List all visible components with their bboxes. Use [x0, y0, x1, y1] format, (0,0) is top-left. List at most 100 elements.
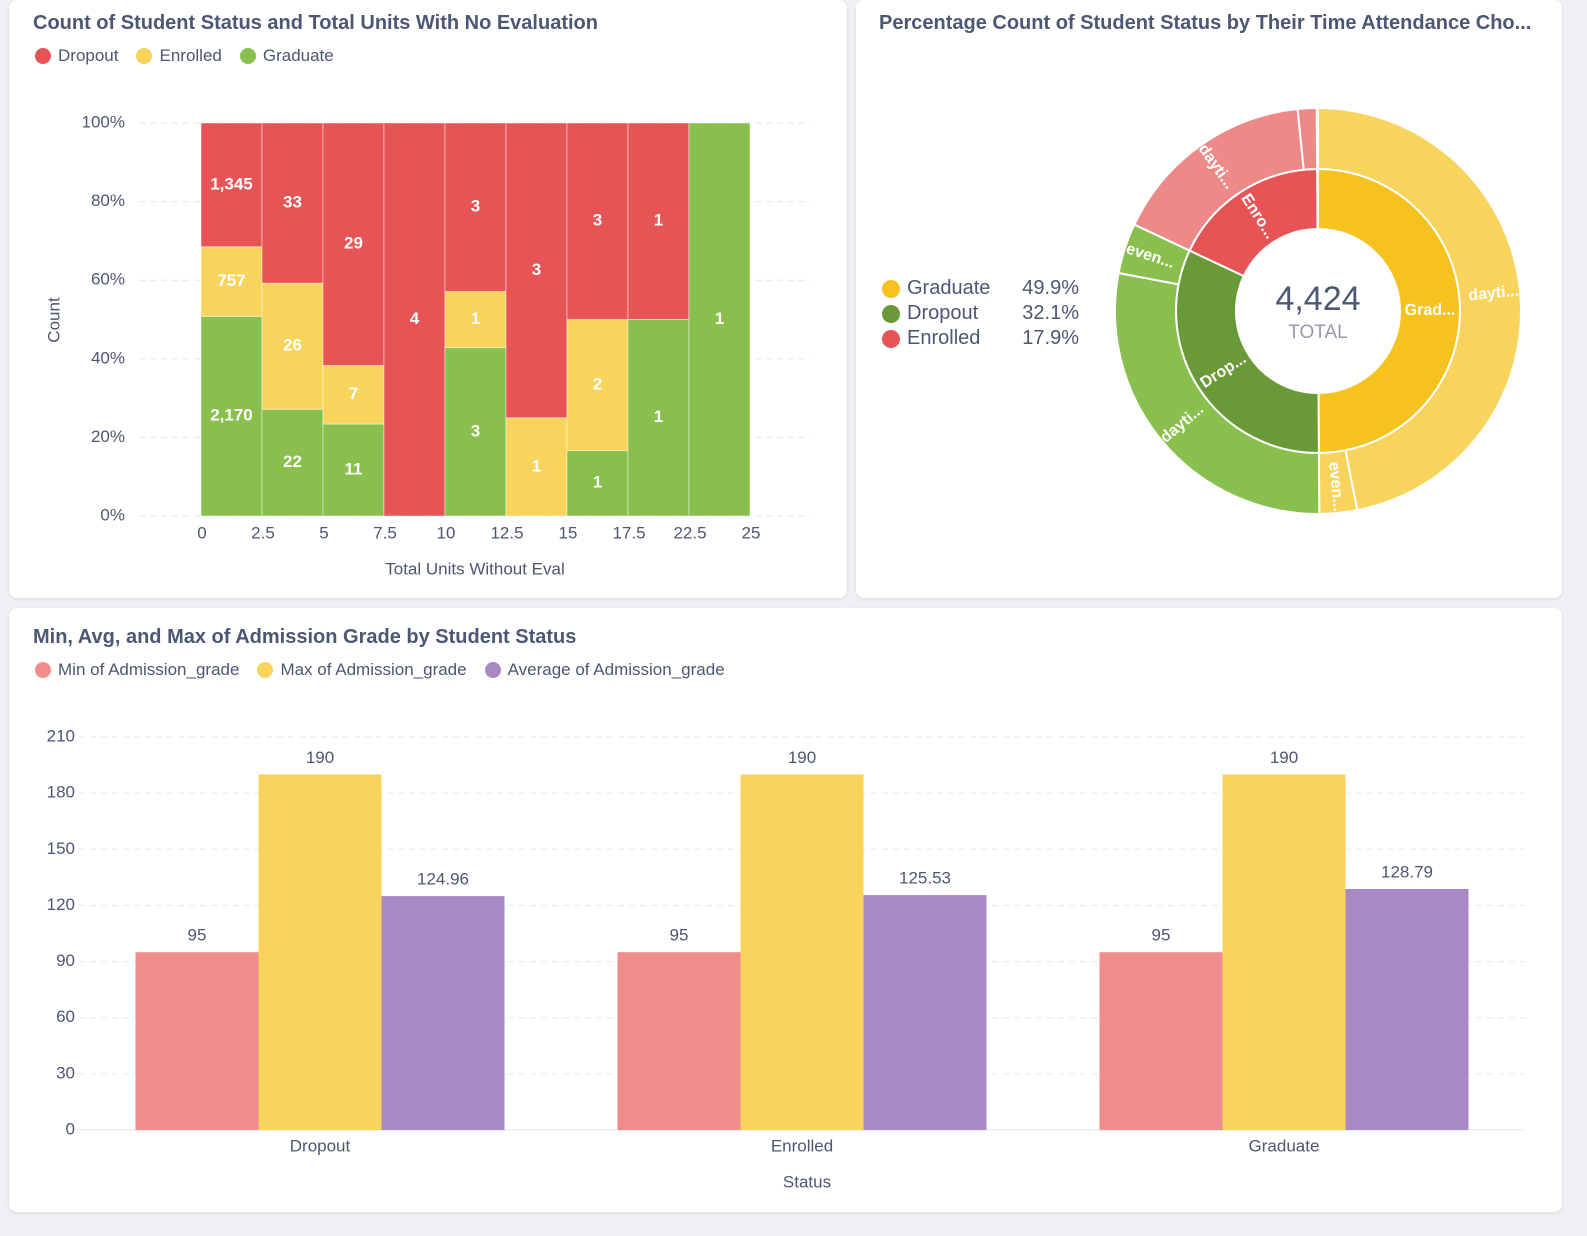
stacked-bar-segment-enrolled[interactable] — [505, 417, 568, 517]
y-tick-label: 20% — [91, 427, 125, 446]
stacked-bar-segment-graduate[interactable] — [627, 319, 690, 517]
grade-bar-value-label: 190 — [306, 748, 334, 767]
pie-legend-row-enrolled[interactable]: Enrolled 17.9% — [882, 326, 1079, 351]
stacked-bar-segment-graduate[interactable] — [688, 122, 751, 517]
grade-bar-min[interactable] — [135, 952, 259, 1130]
grade-bar-max[interactable] — [740, 774, 864, 1130]
legend-label-graduate: Graduate — [262, 46, 334, 65]
sunburst-outer-label: even... — [1325, 461, 1347, 512]
grade-bar-average[interactable] — [863, 895, 987, 1130]
stacked-bar-value-label: 2 — [593, 374, 602, 393]
legend-item-max[interactable]: Max of Admission_grade — [257, 660, 467, 680]
grade-bar-value-label: 125.53 — [899, 869, 951, 888]
x-tick-label: 0 — [197, 523, 206, 542]
sunburst-outer-slice-enrolled[interactable] — [1296, 106, 1319, 171]
grade-bar-value-label: 95 — [670, 926, 689, 945]
stacked-bar-value-label: 1 — [471, 309, 480, 328]
stacked-bar-value-label: 2,170 — [210, 406, 253, 425]
legend-item-dropout[interactable]: Dropout — [35, 46, 118, 66]
y-tick-label: 150 — [47, 839, 75, 858]
stacked-chart-card: Count of Student Status and Total Units … — [9, 0, 847, 598]
sunburst-chart-card: Percentage Count of Student Status by Th… — [856, 0, 1562, 598]
stacked-bar-segment-dropout[interactable] — [566, 122, 629, 320]
legend-label-average: Average of Admission_grade — [507, 660, 725, 679]
y-axis-title: Count — [44, 297, 63, 343]
grade-bar-max[interactable] — [258, 774, 382, 1130]
pie-legend-row-dropout[interactable]: Dropout 32.1% — [882, 301, 1079, 326]
stacked-bar-segment-enrolled[interactable] — [444, 290, 507, 349]
stacked-bar-value-label: 3 — [471, 421, 480, 440]
legend-label-min: Min of Admission_grade — [58, 660, 240, 679]
stacked-bar-value-label: 3 — [532, 260, 541, 279]
grade-bar-value-label: 95 — [188, 926, 207, 945]
sunburst-legend: Graduate 49.9% Dropout 32.1% Enrolled 17… — [882, 276, 1079, 351]
stacked-bar-segment-enrolled[interactable] — [200, 246, 263, 317]
stacked-bar-segment-graduate[interactable] — [322, 423, 385, 517]
stacked-bar-value-label: 3 — [593, 211, 602, 230]
stacked-bar-segment-dropout[interactable] — [261, 122, 324, 284]
stacked-bar-segment-dropout[interactable] — [200, 122, 263, 248]
x-tick-label: 25 — [742, 523, 761, 542]
stacked-bar-segment-enrolled[interactable] — [566, 319, 629, 451]
stacked-bar-segment-dropout[interactable] — [444, 122, 507, 292]
pie-legend-name-enrolled: Enrolled — [907, 327, 981, 349]
legend-dot-graduate — [239, 48, 256, 64]
stacked-bar-value-label: 1 — [532, 456, 541, 475]
stacked-bar-value-label: 33 — [283, 193, 302, 212]
legend-item-min[interactable]: Min of Admission_grade — [35, 660, 239, 680]
x-tick-label: 7.5 — [373, 523, 397, 542]
grade-bar-value-label: 190 — [788, 748, 816, 767]
y-tick-label: 0 — [66, 1119, 75, 1138]
x-tick-label: Dropout — [290, 1136, 351, 1155]
sunburst-chart-title[interactable]: Percentage Count of Student Status by Th… — [879, 12, 1532, 34]
x-tick-label: 22.5 — [673, 523, 706, 542]
stacked-bar-segment-dropout[interactable] — [627, 122, 690, 320]
legend-dot-min — [35, 662, 51, 678]
stacked-bar-segment-dropout[interactable] — [505, 122, 568, 419]
sunburst-outer-slice-dropout[interactable] — [1114, 271, 1321, 515]
pie-legend-pct-graduate: 49.9% — [1022, 277, 1079, 299]
stacked-chart-title[interactable]: Count of Student Status and Total Units … — [33, 12, 598, 34]
stacked-chart-svg: 0%20%40%60%80%100%2,1707571,345222633117… — [44, 112, 811, 578]
legend-label-enrolled: Enrolled — [159, 46, 222, 65]
grade-bar-value-label: 190 — [1270, 748, 1298, 767]
y-tick-label: 90 — [56, 951, 75, 970]
stacked-bar-value-label: 7 — [349, 384, 358, 403]
legend-item-average[interactable]: Average of Admission_grade — [484, 660, 725, 680]
legend-label-max: Max of Admission_grade — [280, 660, 467, 679]
grade-bar-max[interactable] — [1222, 774, 1346, 1130]
stacked-chart-legend: Dropout Enrolled Graduate — [35, 46, 334, 66]
pie-legend-pct-dropout: 32.1% — [1022, 302, 1079, 324]
stacked-bar-value-label: 1 — [654, 407, 663, 426]
y-tick-label: 40% — [91, 348, 125, 367]
y-tick-label: 210 — [47, 726, 75, 745]
x-axis-title: Status — [783, 1172, 831, 1191]
legend-item-enrolled[interactable]: Enrolled — [136, 46, 222, 66]
stacked-bar-segment-dropout[interactable] — [322, 122, 385, 366]
pie-legend-dot-dropout — [882, 304, 900, 323]
grade-bar-average[interactable] — [1345, 888, 1469, 1130]
stacked-bar-value-label: 22 — [283, 452, 302, 471]
x-tick-label: 12.5 — [490, 523, 523, 542]
stacked-bar-segment-graduate[interactable] — [200, 315, 263, 517]
stacked-bar-segment-dropout[interactable] — [383, 122, 446, 517]
sunburst-total-label: TOTAL — [1288, 322, 1347, 343]
stacked-bar-segment-graduate[interactable] — [444, 347, 507, 517]
grouped-bar-title[interactable]: Min, Avg, and Max of Admission Grade by … — [33, 626, 577, 648]
legend-dot-average — [484, 662, 501, 678]
grade-bar-min[interactable] — [1099, 952, 1223, 1130]
sunburst-outer-slice-graduate[interactable] — [1317, 106, 1522, 512]
stacked-bar-value-label: 11 — [345, 459, 363, 478]
stacked-bar-value-label: 29 — [344, 234, 363, 253]
grouped-bar-svg: 0 30 60 90 120 150 180 210 95 190 124.96 Dropout 95 1… — [47, 726, 1525, 1191]
legend-item-graduate[interactable]: Graduate — [239, 46, 334, 66]
grade-bar-average[interactable] — [381, 896, 505, 1130]
grade-bar-min[interactable] — [617, 952, 741, 1130]
stacked-bar-segment-graduate[interactable] — [261, 408, 324, 517]
pie-legend-row-graduate[interactable]: Graduate 49.9% — [882, 276, 1079, 301]
legend-label-dropout: Dropout — [58, 46, 119, 65]
x-tick-label: Graduate — [1249, 1136, 1320, 1155]
y-tick-label: 100% — [82, 112, 125, 131]
sunburst-inner-label: Grad... — [1405, 302, 1456, 319]
grouped-bar-card: Min, Avg, and Max of Admission Grade by … — [9, 608, 1562, 1212]
